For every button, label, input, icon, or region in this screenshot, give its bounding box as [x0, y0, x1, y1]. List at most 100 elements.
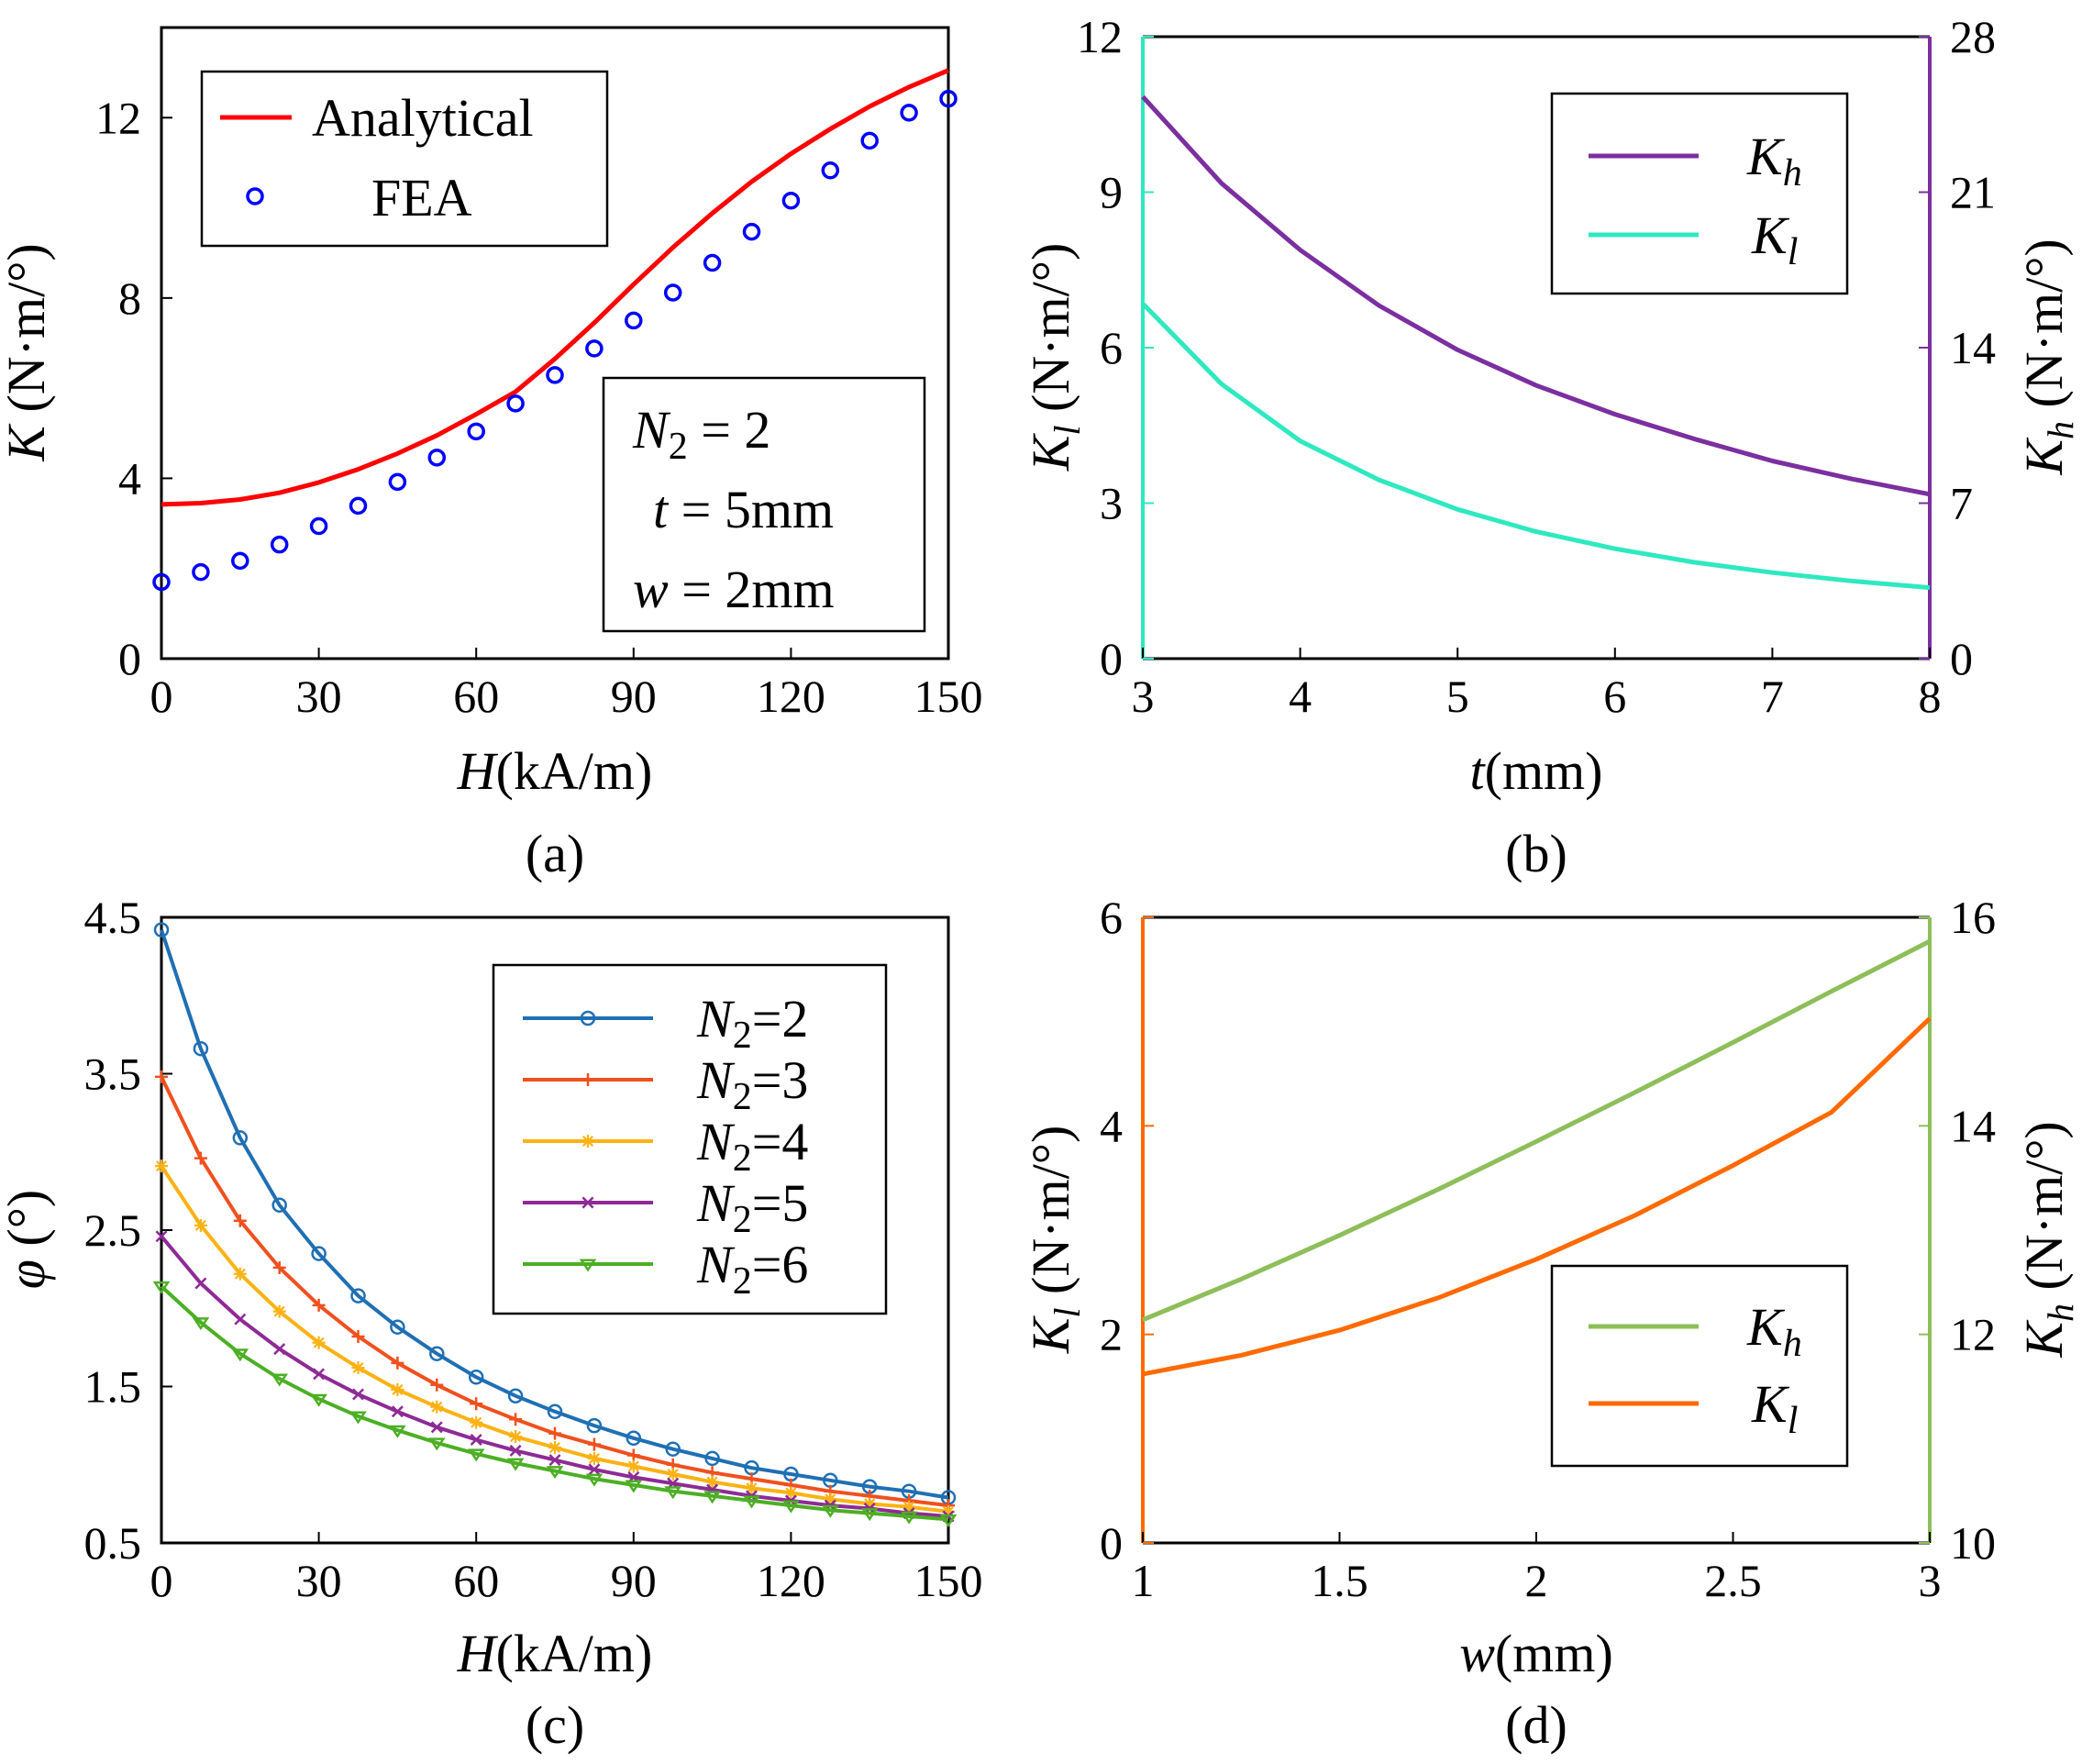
y-axis-label: K (N·m/°) [0, 243, 56, 461]
fea-point [152, 572, 171, 592]
series-marker [194, 1218, 207, 1232]
series-marker [312, 1298, 326, 1312]
legend-label-n26: N2=6 [696, 1235, 808, 1303]
x-tick-label: 2.5 [1704, 1555, 1762, 1606]
annotation-frame [602, 376, 926, 633]
legend-marker [581, 1135, 594, 1148]
series-marker [349, 1411, 367, 1425]
x-tick-label: 30 [296, 671, 342, 722]
fea-point [781, 191, 801, 210]
y-left-axis-label-sub: l [1046, 425, 1088, 435]
series-marker [155, 1159, 168, 1173]
y-axis-label-symbol: K [0, 423, 56, 462]
series-marker [548, 1426, 561, 1440]
legend-label-kh-symbol: K [1746, 127, 1786, 186]
series-marker [821, 1504, 839, 1518]
series-marker [548, 1440, 561, 1454]
series-line-kh [1141, 94, 1931, 497]
annotation-box: N2 = 2 t = 5mm w = 2mm [602, 376, 926, 633]
y-tick-label: 4.5 [84, 892, 142, 943]
y-right-tick-label: 28 [1950, 11, 1996, 62]
x-tick-label: 0 [150, 671, 173, 722]
legend-label-kl-symbol: K [1751, 205, 1790, 265]
series-marker [467, 1448, 485, 1462]
panel-caption: (a) [526, 824, 584, 883]
fea-point [742, 222, 761, 241]
x-axis-label-symbol: H [457, 741, 499, 801]
legend-marker [580, 1010, 596, 1026]
y-right-axis-label-sub: h [2040, 1304, 2081, 1322]
legend-label-kh: Kh [1746, 127, 1802, 194]
y-left-axis-label: Kl (N·m/°) [1021, 243, 1088, 472]
y-right-tick-label: 14 [1950, 1100, 1996, 1151]
x-axis-label-units: (mm) [1495, 1624, 1613, 1683]
y-tick-label: 4 [118, 452, 141, 504]
legend-label-analytical: Analytical [312, 88, 534, 148]
series-marker [509, 1413, 523, 1426]
series-marker [547, 1403, 563, 1420]
y-left-tick-label: 9 [1100, 167, 1123, 218]
legend: Analytical FEA [200, 70, 609, 248]
legend-label-n22-symbol: N [696, 989, 736, 1048]
series-marker [430, 1421, 443, 1434]
series-marker [233, 1214, 247, 1227]
series-marker [273, 1343, 286, 1356]
series-marker [586, 1417, 603, 1434]
legend-label-kh: Kh [1746, 1297, 1802, 1365]
fea-point [585, 339, 604, 358]
series-marker [587, 1451, 601, 1465]
series-marker [311, 1246, 327, 1261]
series-marker [391, 1382, 404, 1396]
series-marker [784, 1486, 798, 1500]
x-tick-label: 90 [611, 1555, 657, 1606]
y-right-tick-label: 0 [1950, 633, 1973, 684]
series-marker [271, 1373, 289, 1387]
series-marker [900, 1511, 918, 1525]
fea-point [546, 366, 564, 384]
fea-point [506, 394, 525, 413]
y-right-tick-label: 7 [1950, 478, 1973, 529]
legend-label-n23-sub: 2 [733, 1076, 752, 1118]
legend-label-n23-symbol: N [696, 1050, 736, 1110]
x-axis-label-units: (kA/m) [496, 741, 653, 801]
legend-label-n24-rest: =4 [752, 1112, 809, 1171]
annotation-t-symbol: t [653, 480, 670, 539]
series-marker [194, 1277, 207, 1290]
fea-point [309, 516, 328, 536]
legend-label-kl-sub: l [1788, 231, 1799, 273]
annotation-t-value: = 5mm [668, 480, 834, 539]
annotation-n2-sub: 2 [669, 426, 688, 468]
legend-label-n26-symbol: N [696, 1235, 736, 1294]
series-marker [509, 1444, 522, 1457]
series-line-analytical [161, 68, 949, 507]
y-left-axis-label-units: (N·m/°) [1021, 1126, 1080, 1308]
fea-point [939, 89, 958, 108]
x-tick-label: 7 [1761, 671, 1784, 722]
series-line-kl [1141, 302, 1931, 591]
x-tick-label: 120 [757, 671, 825, 722]
legend-label-fea: FEA [371, 168, 472, 227]
series-marker [232, 1130, 249, 1146]
y-tick-label: 3.5 [84, 1048, 142, 1100]
series-marker [351, 1329, 365, 1343]
series-marker [588, 1463, 601, 1476]
legend-marker [579, 1259, 597, 1272]
legend-label-n26-rest: =6 [752, 1235, 809, 1294]
series-marker [352, 1388, 364, 1401]
fea-point [349, 496, 368, 516]
series-marker [155, 1070, 168, 1083]
annotation-t: t = 5mm [653, 480, 834, 539]
y-left-axis-label-units: (N·m/°) [1021, 243, 1080, 426]
y-left-tick-label: 6 [1100, 892, 1123, 943]
legend-box [1550, 92, 1849, 295]
legend-label-n24-sub: 2 [733, 1137, 752, 1180]
series-marker [272, 1304, 286, 1318]
y-axis-label-symbol: φ [0, 1259, 56, 1289]
y-left-tick-label: 6 [1100, 322, 1123, 373]
x-tick-label: 0 [150, 1555, 173, 1606]
legend-marker [581, 1196, 594, 1209]
series-marker [231, 1348, 249, 1362]
